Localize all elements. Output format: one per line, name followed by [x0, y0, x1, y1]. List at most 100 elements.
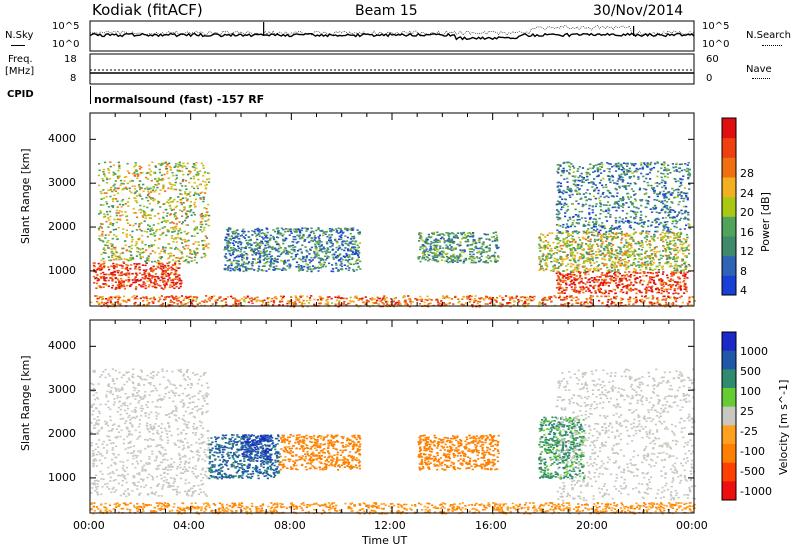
scatter-pixel [608, 255, 611, 257]
scatter-pixel [452, 247, 456, 250]
scatter-pixel [429, 247, 432, 250]
scatter-pixel [621, 181, 624, 183]
scatter-pixel [257, 267, 260, 270]
scatter-pixel [509, 299, 512, 301]
scatter-pixel [591, 279, 594, 282]
scatter-pixel [605, 209, 608, 212]
scatter-pixel [676, 256, 680, 258]
scatter-pixel [456, 232, 459, 234]
scatter-pixel [118, 281, 121, 283]
scatter-pixel [633, 232, 636, 234]
scatter-pixel [645, 230, 648, 233]
scatter-pixel [165, 234, 168, 237]
scatter-pixel [685, 233, 689, 236]
scatter-pixel [481, 243, 484, 245]
scatter-pixel [462, 260, 465, 263]
scatter-pixel [585, 179, 588, 182]
scatter-pixel [421, 247, 424, 249]
scatter-pixel [607, 292, 610, 295]
scatter-pixel [673, 196, 676, 199]
scatter-pixel [600, 274, 603, 276]
scatter-pixel [105, 182, 108, 184]
scatter-pixel [226, 246, 229, 249]
scatter-pixel [635, 167, 638, 170]
scatter-pixel [184, 219, 187, 222]
scatter-pixel [276, 232, 279, 235]
scatter-pixel [118, 164, 121, 167]
scatter-pixel [597, 238, 600, 241]
scatter-pixel [557, 189, 560, 192]
scatter-pixel [684, 273, 687, 276]
scatter-pixel [667, 229, 670, 231]
scatter-pixel [119, 252, 122, 255]
scatter-pixel [654, 207, 657, 210]
scatter-pixel [141, 215, 144, 217]
scatter-pixel [244, 262, 247, 265]
scatter-pixel [624, 263, 627, 265]
scatter-pixel [566, 205, 570, 208]
scatter-pixel [235, 231, 238, 234]
scatter-pixel [112, 262, 115, 265]
scatter-pixel [597, 288, 600, 291]
scatter-pixel [640, 164, 643, 166]
scatter-pixel [341, 258, 344, 261]
scatter-pixel [647, 256, 650, 259]
scatter-pixel [337, 259, 341, 262]
scatter-pixel [160, 287, 163, 289]
scatter-pixel [313, 235, 316, 237]
scatter-pixel [564, 191, 567, 193]
scatter-pixel [609, 216, 612, 218]
scatter-pixel [174, 181, 177, 184]
scatter-pixel [436, 256, 439, 258]
scatter-pixel [686, 271, 689, 274]
scatter-pixel [159, 234, 162, 236]
scatter-pixel [193, 228, 196, 230]
scatter-pixel [589, 258, 592, 260]
scatter-pixel [615, 165, 618, 168]
scatter-pixel [645, 275, 648, 277]
scatter-pixel [251, 254, 254, 256]
scatter-pixel [556, 200, 560, 202]
scatter-pixel [135, 170, 138, 172]
scatter-pixel [599, 254, 602, 256]
scatter-pixel [584, 277, 587, 279]
scatter-pixel [626, 256, 630, 259]
scatter-pixel [348, 262, 351, 265]
scatter-pixel [152, 265, 155, 268]
scatter-pixel [664, 262, 667, 265]
scatter-pixel [192, 194, 195, 196]
scatter-pixel [166, 272, 169, 275]
scatter-pixel [433, 239, 436, 242]
scatter-pixel [261, 242, 264, 245]
scatter-pixel [599, 168, 602, 171]
scatter-pixel [152, 171, 156, 174]
scatter-pixel [304, 260, 307, 263]
scatter-pixel [161, 232, 164, 235]
scatter-pixel [152, 244, 155, 246]
scatter-pixel [245, 267, 248, 270]
scatter-pixel [179, 279, 182, 281]
scatter-pixel [139, 279, 143, 281]
scatter-pixel [663, 236, 666, 238]
scatter-pixel [497, 246, 500, 249]
scatter-pixel [130, 244, 133, 247]
scatter-pixel [666, 274, 669, 277]
scatter-pixel [346, 259, 349, 262]
scatter-pixel [107, 169, 111, 171]
scatter-pixel [634, 213, 637, 215]
scatter-pixel [129, 257, 132, 259]
scatter-pixel [115, 221, 118, 224]
scatter-pixel [173, 213, 176, 216]
scatter-pixel [682, 274, 685, 277]
scatter-pixel [584, 217, 587, 219]
scatter-pixel [633, 217, 636, 220]
scatter-pixel [193, 166, 196, 169]
scatter-pixel [116, 206, 119, 208]
scatter-pixel [661, 217, 665, 219]
scatter-pixel [140, 230, 143, 232]
scatter-pixel [573, 254, 576, 257]
scatter-pixel [258, 242, 261, 244]
scatter-pixel [610, 275, 614, 278]
scatter-pixel [305, 263, 308, 265]
scatter-pixel [134, 268, 137, 270]
